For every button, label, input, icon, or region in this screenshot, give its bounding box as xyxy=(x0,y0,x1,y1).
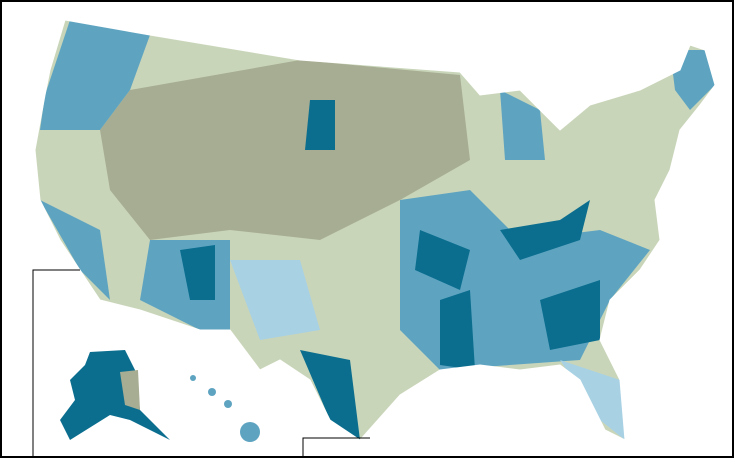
georgia-region xyxy=(540,280,600,350)
alaska-east xyxy=(120,370,140,410)
dakota-region xyxy=(305,100,335,150)
alaska xyxy=(60,350,170,440)
hawaii-island xyxy=(208,388,216,396)
delta-region xyxy=(440,290,475,370)
hawaii-island xyxy=(190,375,196,381)
us-outline xyxy=(34,19,716,441)
michigan-region xyxy=(500,90,545,160)
california-region xyxy=(40,200,110,300)
texas-border-region xyxy=(300,350,360,440)
hawaii-inset-border xyxy=(302,437,370,458)
alaska-inset-border xyxy=(32,269,80,458)
navajo-region xyxy=(180,245,215,300)
hawaii-island xyxy=(240,422,260,442)
hawaii xyxy=(190,375,260,442)
appalachia-region xyxy=(500,200,590,260)
northwest-region xyxy=(40,20,150,130)
ozark-region xyxy=(415,230,470,290)
nm-region xyxy=(230,260,320,340)
hawaii-island xyxy=(224,400,232,408)
plains-region xyxy=(100,60,470,240)
